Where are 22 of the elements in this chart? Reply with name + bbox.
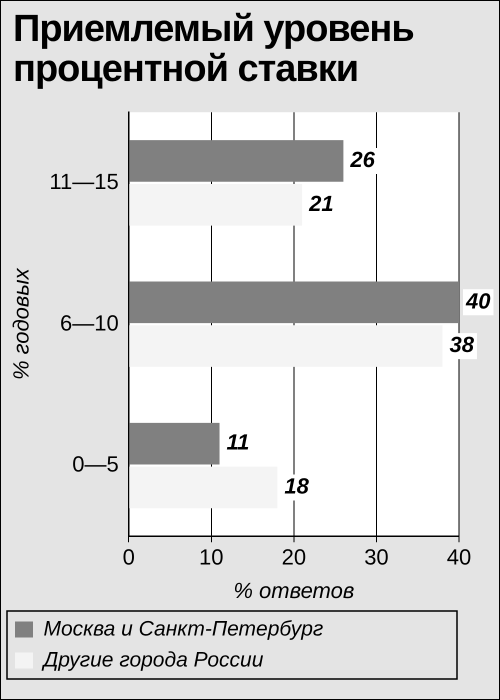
data-label: 18 <box>284 474 310 499</box>
y-tick-label: 11—15 <box>49 168 119 194</box>
x-tick-label: 10 <box>199 544 224 570</box>
data-label: 38 <box>449 332 475 358</box>
y-tick-label: 0—5 <box>72 452 119 477</box>
data-label: 21 <box>308 190 334 216</box>
x-tick-label: 40 <box>446 544 472 570</box>
data-label: 11 <box>226 430 250 455</box>
data-label: 40 <box>465 288 492 314</box>
x-tick-label: 30 <box>364 544 389 570</box>
y-tick-label: 6—10 <box>60 310 119 336</box>
x-axis-title: % ответов <box>233 578 354 603</box>
bar <box>129 281 459 324</box>
y-axis-title: % годовых <box>8 267 34 380</box>
x-tick-label: 0 <box>122 544 135 570</box>
legend-label: Другие города России <box>42 648 264 672</box>
data-label: 26 <box>349 147 376 172</box>
bar <box>129 422 220 464</box>
bar <box>129 140 344 182</box>
legend-label: Москва и Санкт-Петербург <box>44 617 324 640</box>
chart-title: Приемлемый уровень процентной ставки <box>12 7 415 90</box>
x-tick-label: 20 <box>282 544 306 570</box>
